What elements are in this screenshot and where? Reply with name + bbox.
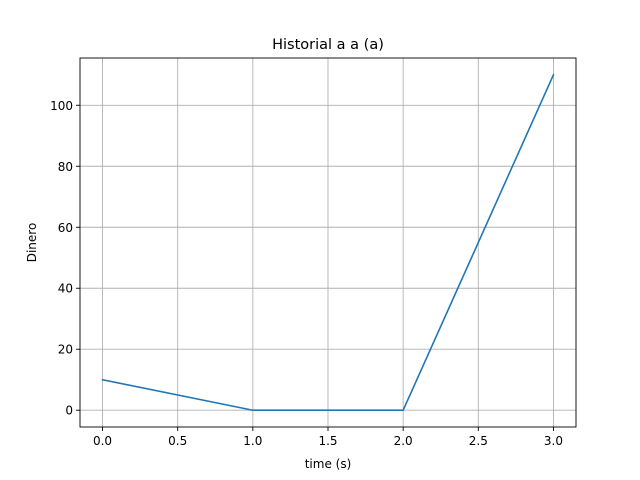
y-axis-label: Dinero bbox=[25, 223, 39, 263]
x-tick-label: 2.5 bbox=[469, 434, 488, 448]
x-tick-label: 0.5 bbox=[168, 434, 187, 448]
y-tick-label: 0 bbox=[65, 404, 73, 418]
series-line bbox=[101, 73, 555, 412]
x-tick-label: 3.0 bbox=[544, 434, 563, 448]
chart-title: Historial a a (a) bbox=[272, 37, 384, 53]
x-axis-ticks: 0.0 0.5 1.0 1.5 2.0 2.5 3.0 bbox=[93, 427, 563, 448]
x-axis-label: time (s) bbox=[305, 457, 352, 471]
y-tick-label: 100 bbox=[50, 99, 73, 113]
series-layer bbox=[101, 73, 555, 412]
x-tick-label: 0.0 bbox=[93, 434, 112, 448]
y-tick-label: 20 bbox=[58, 343, 73, 357]
y-tick-label: 80 bbox=[58, 160, 73, 174]
x-tick-label: 2.0 bbox=[394, 434, 413, 448]
x-tick-label: 1.5 bbox=[318, 434, 337, 448]
y-tick-label: 60 bbox=[58, 221, 73, 235]
x-tick-label: 1.0 bbox=[243, 434, 262, 448]
y-tick-label: 40 bbox=[58, 282, 73, 296]
y-axis-ticks: 0 20 40 60 80 100 bbox=[50, 99, 80, 418]
